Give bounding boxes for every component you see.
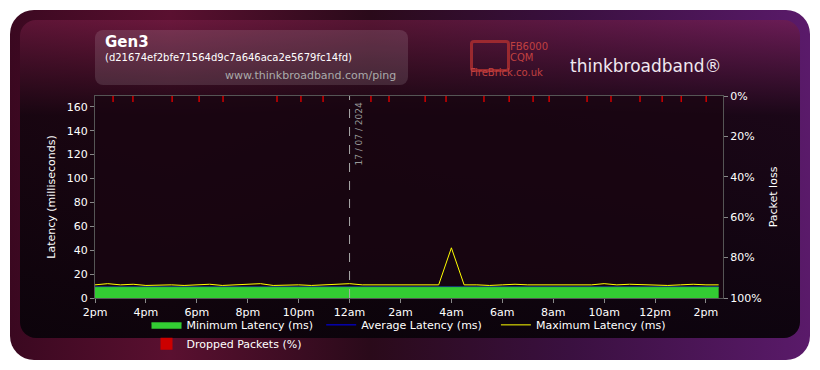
html-text:Gen3: Gen3 bbox=[105, 33, 149, 51]
svg-text:8pm: 8pm bbox=[235, 306, 260, 319]
svg-text:4am: 4am bbox=[439, 306, 463, 319]
svg-text:0%: 0% bbox=[730, 90, 747, 103]
html-text:thinkbroadband®: thinkbroadband® bbox=[570, 56, 722, 76]
html-text:FireBrick.co.uk: FireBrick.co.uk bbox=[470, 67, 543, 78]
svg-text:Packet loss: Packet loss bbox=[767, 166, 780, 227]
svg-text:40%: 40% bbox=[730, 171, 754, 184]
svg-text:20%: 20% bbox=[730, 130, 754, 143]
svg-text:120: 120 bbox=[67, 148, 88, 161]
svg-text:60%: 60% bbox=[730, 211, 754, 224]
html-text:FB6000: FB6000 bbox=[510, 41, 549, 52]
svg-text:2pm: 2pm bbox=[694, 306, 719, 319]
svg-text:0: 0 bbox=[81, 292, 88, 305]
svg-text:100%: 100% bbox=[730, 292, 761, 305]
svg-text:17 / 07 / 2024: 17 / 07 / 2024 bbox=[354, 102, 364, 166]
svg-text:140: 140 bbox=[67, 125, 88, 138]
svg-text:6pm: 6pm bbox=[184, 306, 209, 319]
svg-text:2pm: 2pm bbox=[83, 306, 108, 319]
svg-text:10pm: 10pm bbox=[283, 306, 315, 319]
svg-text:2am: 2am bbox=[388, 306, 412, 319]
svg-text:160: 160 bbox=[67, 101, 88, 114]
svg-text:4pm: 4pm bbox=[134, 306, 159, 319]
svg-text:Dropped Packets (%): Dropped Packets (%) bbox=[187, 338, 302, 351]
svg-text:12pm: 12pm bbox=[639, 306, 671, 319]
svg-text:12am: 12am bbox=[334, 306, 365, 319]
html-text:CQM: CQM bbox=[510, 52, 534, 63]
svg-text:80%: 80% bbox=[730, 251, 754, 264]
svg-text:8am: 8am bbox=[541, 306, 565, 319]
svg-text:100: 100 bbox=[67, 172, 88, 185]
svg-text:6am: 6am bbox=[490, 306, 514, 319]
svg-text:Latency (milliseconds): Latency (milliseconds) bbox=[45, 135, 58, 258]
svg-text:10am: 10am bbox=[588, 306, 619, 319]
svg-text:60: 60 bbox=[74, 220, 88, 233]
svg-text:Minimum Latency (ms): Minimum Latency (ms) bbox=[187, 319, 313, 332]
svg-text:Average Latency (ms): Average Latency (ms) bbox=[361, 319, 482, 332]
svg-text:40: 40 bbox=[74, 244, 88, 257]
svg-text:80: 80 bbox=[74, 196, 88, 209]
svg-text:Maximum Latency (ms): Maximum Latency (ms) bbox=[536, 319, 666, 332]
html-text:(d21674ef2bfe71564d9c7a646aca2: (d21674ef2bfe71564d9c7a646aca2e5679fc14f… bbox=[105, 52, 352, 63]
html-text:www.thinkbroadband.com/ping: www.thinkbroadband.com/ping bbox=[225, 69, 397, 82]
svg-text:20: 20 bbox=[74, 268, 88, 281]
